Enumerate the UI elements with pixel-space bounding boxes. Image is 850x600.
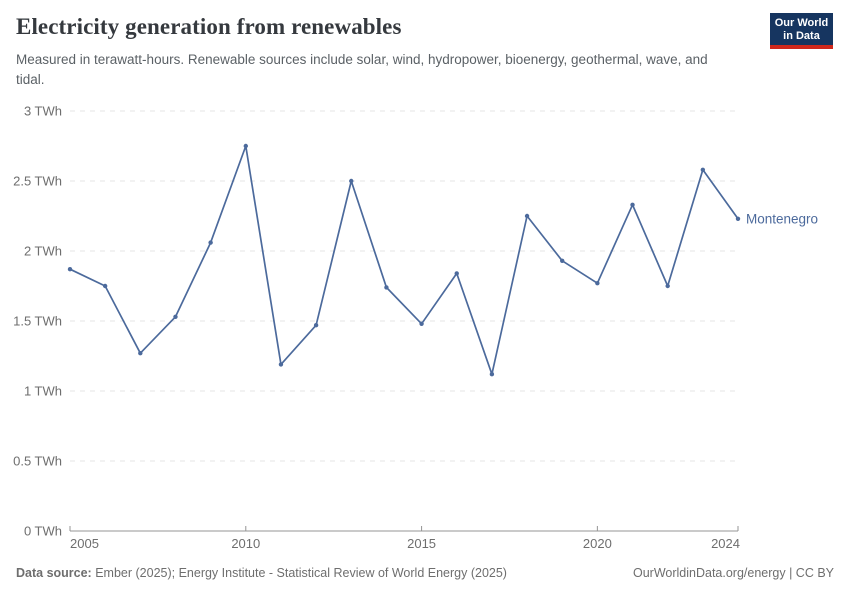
x-tick-label: 2020 [583,536,612,551]
y-tick-label: 3 TWh [24,104,62,119]
data-point[interactable] [700,167,706,172]
owid-logo-line1: Our World [774,17,829,29]
data-point[interactable] [67,267,73,272]
y-tick-label: 0.5 TWh [13,454,62,469]
series-label: Montenegro [746,211,818,226]
credit-note: OurWorldinData.org/energy | CC BY [632,566,834,580]
data-point[interactable] [560,258,565,263]
data-point[interactable] [349,178,354,184]
data-point[interactable] [208,240,213,245]
owid-logo-line2: in Data [783,29,820,42]
data-point[interactable] [489,372,495,377]
series-line [69,145,739,376]
data-source-text: Ember (2025); Energy Institute - Statist… [91,566,507,580]
chart-subtitle: Measured in terawatt-hours. Renewable so… [16,52,708,87]
data-point[interactable] [384,285,389,290]
owid-logo[interactable]: Our World in Data [770,13,833,49]
y-tick-label: 2.5 TWh [13,174,62,189]
y-tick-label: 1.5 TWh [13,314,62,329]
chart-header: Electricity generation from renewables M… [16,14,756,90]
data-point[interactable] [243,143,248,149]
data-point[interactable] [173,314,178,319]
data-source-label: Data source: [16,566,92,580]
x-tick-label: 2024 [711,536,740,551]
data-point[interactable] [665,283,670,289]
data-point[interactable] [102,283,108,289]
data-point[interactable] [278,362,284,367]
data-source-note: Data source: Ember (2025); Energy Instit… [16,566,507,580]
y-tick-label: 2 TWh [24,244,62,259]
data-point[interactable] [595,281,600,286]
page-title: Electricity generation from renewables [16,14,402,39]
chart-footer: Data source: Ember (2025); Energy Instit… [16,566,834,580]
data-point[interactable] [138,351,143,356]
y-tick-label: 1 TWh [24,384,62,399]
data-point[interactable] [419,321,424,326]
data-point[interactable] [630,202,635,207]
x-tick-label: 2015 [407,536,436,551]
data-point[interactable] [735,216,741,221]
y-tick-label: 0 TWh [24,524,62,539]
x-tick-label: 2010 [231,536,260,551]
data-point[interactable] [313,323,319,328]
data-point[interactable] [454,271,459,276]
chart-canvas[interactable]: 0 TWh 0.5 TWh 1 TWh 1.5 TWh 2 TWh 2.5 TWh 3 TW… [0,0,850,560]
data-point[interactable] [524,213,530,219]
x-tick-label: 2005 [70,536,99,551]
